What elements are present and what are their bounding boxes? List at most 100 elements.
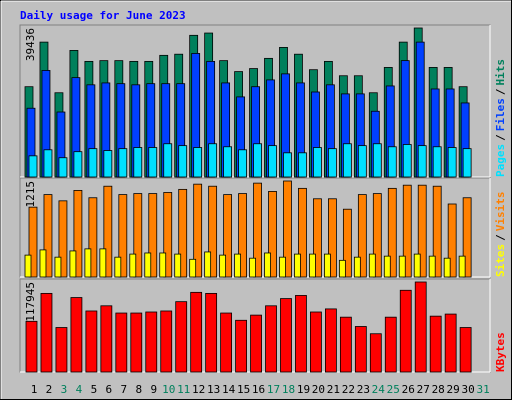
bar <box>85 310 98 373</box>
bar <box>342 208 352 278</box>
bar <box>69 250 77 278</box>
legend-separator: / <box>494 88 507 95</box>
bar <box>73 151 83 178</box>
x-tick-label: 8 <box>135 383 142 396</box>
bar <box>43 194 53 278</box>
bar <box>70 297 83 373</box>
legend: Pages / Files / Hits <box>494 59 507 177</box>
bar <box>295 295 307 373</box>
bar <box>402 184 412 278</box>
bar <box>235 319 247 373</box>
legend-separator: / <box>494 234 507 241</box>
x-tick-label: 22 <box>342 383 355 396</box>
bar <box>234 253 241 278</box>
bar <box>28 206 38 278</box>
bar <box>327 148 337 178</box>
bar <box>357 194 367 278</box>
bar <box>264 252 271 278</box>
bar <box>148 147 158 178</box>
bar <box>268 191 277 278</box>
x-tick-label: 4 <box>76 383 83 396</box>
bar <box>432 185 442 278</box>
bar <box>253 182 262 278</box>
x-tick-label: 5 <box>91 383 98 396</box>
bar <box>280 298 292 373</box>
bar <box>208 143 218 178</box>
x-tick-label: 10 <box>162 383 175 396</box>
bar <box>383 255 391 278</box>
bar <box>265 305 277 373</box>
legend-entry: Visits <box>494 192 507 232</box>
bar <box>54 256 62 278</box>
x-tick-label: 6 <box>106 383 113 396</box>
bar <box>88 148 98 178</box>
bar <box>238 193 247 278</box>
bar <box>324 308 337 373</box>
bar <box>417 184 427 278</box>
bar <box>189 258 197 278</box>
bar <box>99 248 107 278</box>
bar <box>462 148 472 178</box>
bar <box>413 253 421 278</box>
x-tick-label: 13 <box>207 383 220 396</box>
bar <box>219 254 227 278</box>
bar <box>428 255 436 278</box>
x-tick-label: 21 <box>327 383 340 396</box>
x-tick-label: 11 <box>177 383 190 396</box>
bar <box>39 249 47 278</box>
bar <box>205 292 218 373</box>
x-tick-label: 28 <box>432 383 445 396</box>
x-tick-label: 26 <box>402 383 415 396</box>
bar <box>204 251 212 278</box>
bar <box>178 188 188 278</box>
legend-entry: Pages <box>494 144 507 177</box>
bar <box>372 143 382 178</box>
bar <box>279 256 286 278</box>
bar <box>399 289 412 373</box>
legend-entry: Files <box>494 98 507 131</box>
bar <box>58 157 68 178</box>
bar <box>58 200 68 278</box>
x-tick-label: 23 <box>357 383 370 396</box>
bar <box>40 292 53 373</box>
bar <box>220 312 233 373</box>
bar <box>25 320 38 373</box>
bar <box>133 147 143 178</box>
bar <box>253 143 262 178</box>
x-tick-label: 27 <box>417 383 430 396</box>
bar <box>250 314 262 373</box>
x-tick-label: 7 <box>121 383 128 396</box>
bar <box>447 147 457 178</box>
chart-title: Daily usage for June 2023 <box>20 9 186 22</box>
bar <box>462 197 472 278</box>
x-tick-label: 18 <box>282 383 295 396</box>
x-tick-label: 15 <box>237 383 250 396</box>
bar <box>73 190 83 278</box>
x-tick-label: 30 <box>462 383 475 396</box>
bar <box>313 147 322 178</box>
bar <box>159 252 167 278</box>
bar <box>103 185 113 278</box>
x-tick-label: 14 <box>222 383 236 396</box>
y-tick-label: 1215 <box>24 181 37 208</box>
x-tick-label: 24 <box>372 383 386 396</box>
x-tick-label: 1 <box>31 383 38 396</box>
x-tick-label: 3 <box>61 383 68 396</box>
bar <box>294 253 301 278</box>
bar <box>372 193 382 278</box>
bar <box>283 180 292 278</box>
bar <box>163 192 173 278</box>
x-tick-label: 16 <box>252 383 265 396</box>
x-tick-label: 17 <box>267 383 280 396</box>
bar <box>193 183 203 278</box>
bar <box>103 150 113 178</box>
bar <box>398 255 406 278</box>
x-tick-label: 20 <box>312 383 325 396</box>
bar <box>432 146 442 178</box>
bar <box>28 155 38 178</box>
bar <box>114 256 122 278</box>
bar <box>444 313 457 373</box>
bar <box>100 305 113 373</box>
bar <box>118 148 128 178</box>
bar <box>298 187 307 278</box>
